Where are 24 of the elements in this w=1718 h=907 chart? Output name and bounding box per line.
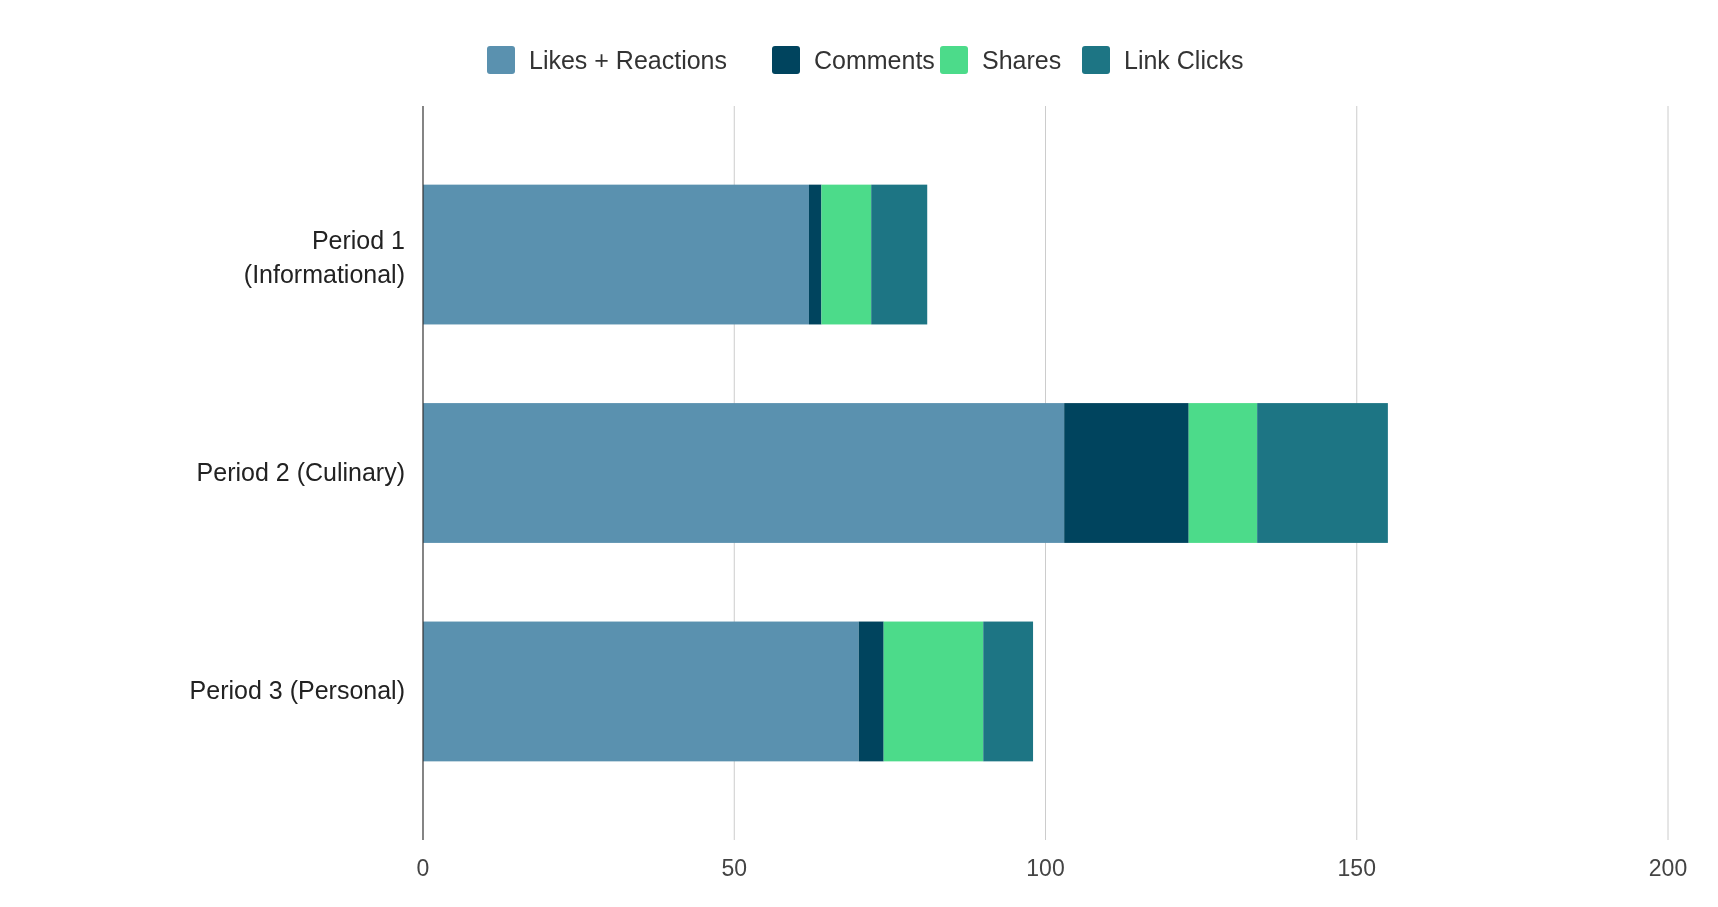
x-tick-label: 100 (1026, 855, 1065, 881)
y-tick-label: Period 1 (Informational) (243, 225, 405, 288)
legend-label: Shares (982, 46, 1062, 74)
bar (983, 621, 1034, 762)
bar (1064, 403, 1189, 543)
bar (1257, 403, 1388, 543)
bar (423, 184, 809, 325)
y-tick-label: Period 3 (Personal) (189, 676, 405, 705)
bar (808, 184, 822, 325)
bar (871, 184, 928, 325)
y-tick-label: Period 2 (Culinary) (196, 458, 405, 486)
x-tick-label: 200 (1648, 855, 1688, 881)
bar (883, 621, 984, 762)
legend-label: Comments (814, 46, 935, 74)
x-tick-label: 0 (416, 855, 430, 881)
legend-label: Likes + Reactions (529, 46, 728, 74)
legend-label: Link Clicks (1124, 46, 1244, 74)
bar (423, 621, 859, 762)
bar (858, 621, 884, 762)
bar (423, 403, 1065, 543)
bar (821, 184, 872, 325)
x-tick-label: 50 (721, 855, 748, 881)
bar (1188, 403, 1258, 543)
x-tick-label: 150 (1337, 855, 1376, 881)
